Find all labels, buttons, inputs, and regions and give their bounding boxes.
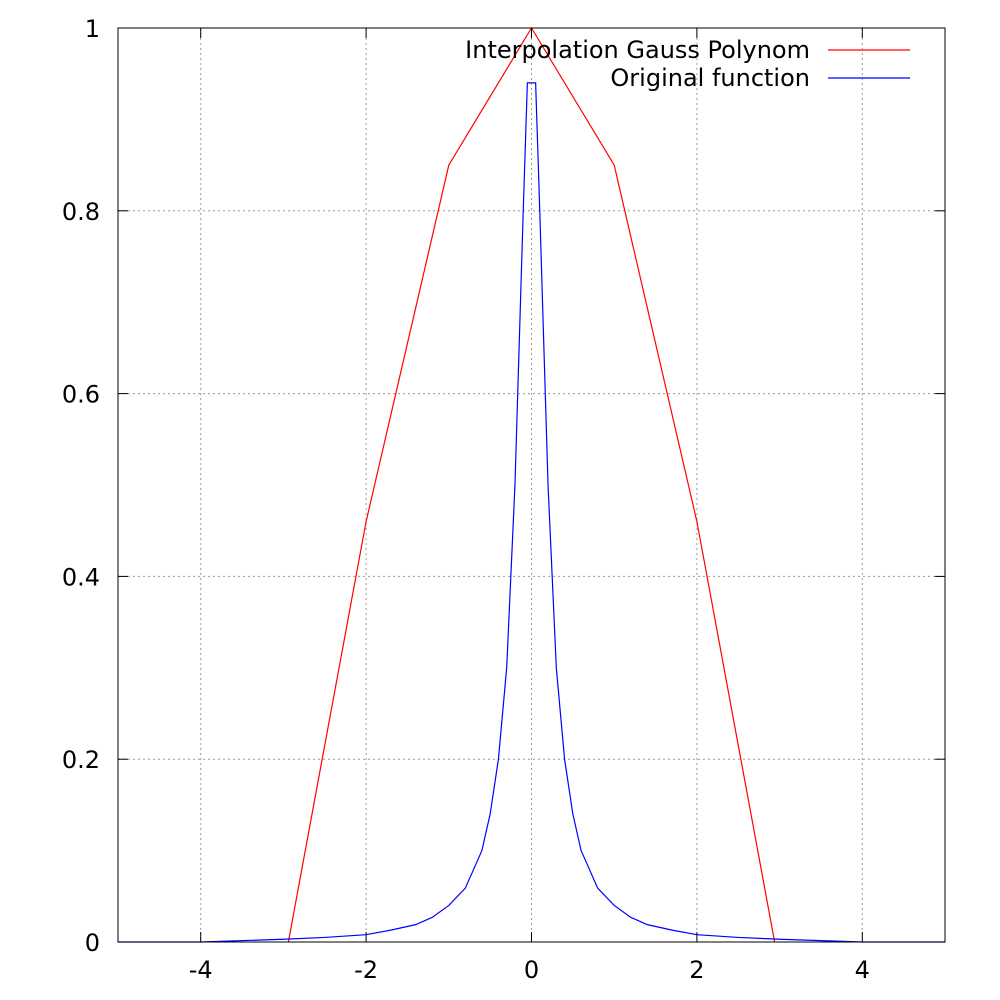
tick-layer: -4 -2 0 2 4 0 0.2 0.4 0.6 0.8 1 (62, 15, 945, 984)
legend-label-2: Original function (610, 64, 810, 92)
legend-label-1: Interpolation Gauss Polynom (465, 36, 810, 64)
y-tick-label: 0.2 (62, 746, 100, 774)
y-tick-label: 0.4 (62, 563, 100, 591)
y-tick-label: 0.6 (62, 381, 100, 409)
series-line-2 (118, 82, 945, 943)
grid-lines (118, 28, 945, 942)
x-tick-label: -4 (189, 956, 213, 984)
x-tick-label: 2 (689, 956, 704, 984)
x-tick-label: 4 (855, 956, 870, 984)
x-tick-label: 0 (524, 956, 539, 984)
y-tick-label: 1 (85, 15, 100, 43)
y-tick-label: 0.8 (62, 198, 100, 226)
y-tick-label: 0 (85, 929, 100, 957)
x-tick-label: -2 (354, 956, 378, 984)
